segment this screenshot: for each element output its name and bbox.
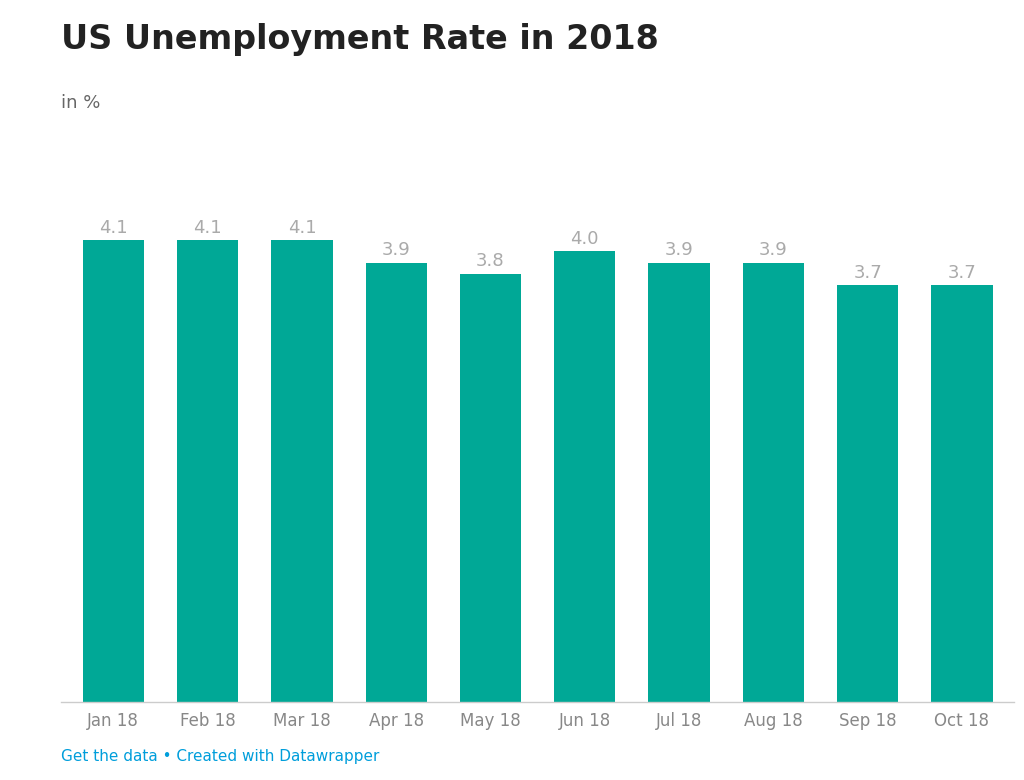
Text: 3.9: 3.9 [382, 241, 411, 259]
Text: 3.7: 3.7 [853, 264, 882, 282]
Bar [271, 240, 333, 702]
Text: Get the data • Created with Datawrapper: Get the data • Created with Datawrapper [61, 750, 380, 764]
Text: 3.9: 3.9 [665, 241, 693, 259]
Bar [460, 274, 521, 702]
Text: US Unemployment Rate in 2018: US Unemployment Rate in 2018 [61, 23, 659, 56]
Bar [83, 240, 144, 702]
Text: 4.0: 4.0 [570, 230, 599, 248]
Bar [554, 251, 615, 702]
Bar [366, 263, 427, 702]
Text: 3.8: 3.8 [476, 253, 505, 271]
Text: 4.1: 4.1 [99, 218, 128, 236]
Text: 3.9: 3.9 [759, 241, 787, 259]
Bar [177, 240, 239, 702]
Text: 4.1: 4.1 [194, 218, 222, 236]
Text: 4.1: 4.1 [288, 218, 316, 236]
Text: 3.7: 3.7 [947, 264, 976, 282]
Bar [837, 285, 898, 702]
Bar [648, 263, 710, 702]
Text: in %: in % [61, 94, 100, 112]
Bar [742, 263, 804, 702]
Bar [931, 285, 992, 702]
